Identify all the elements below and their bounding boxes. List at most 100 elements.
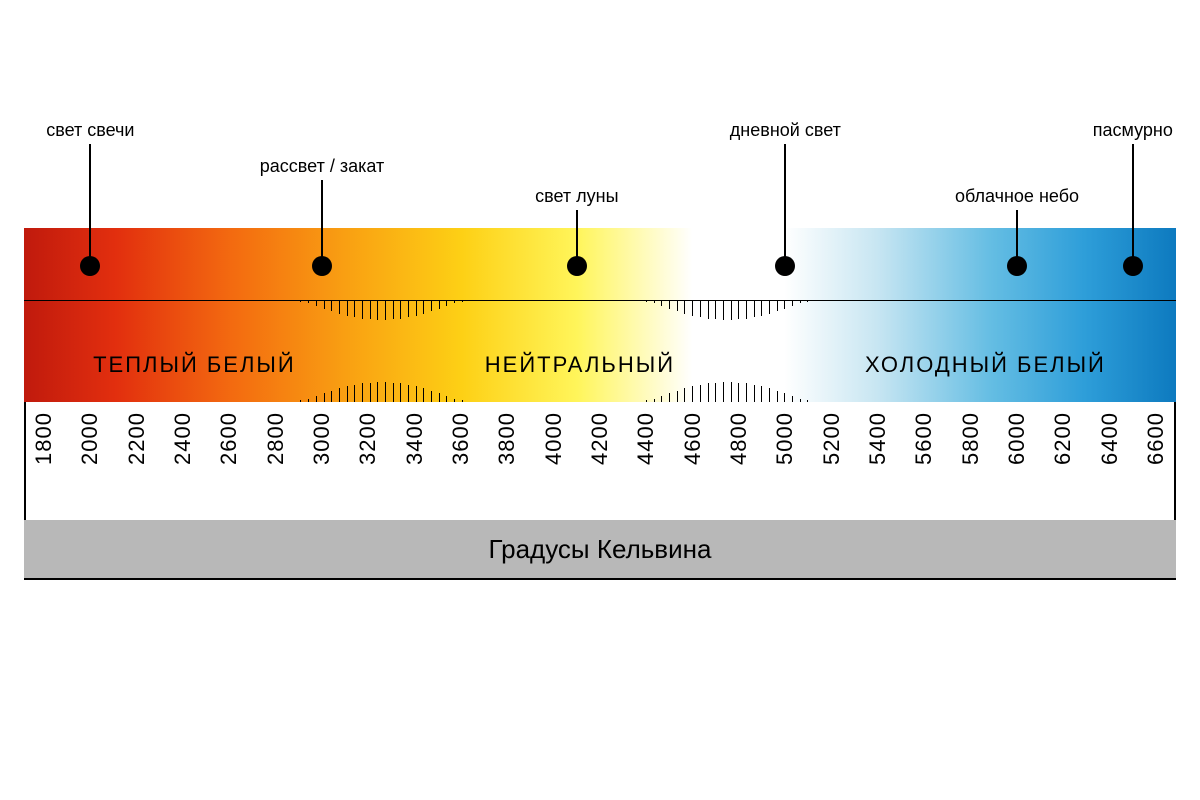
kelvin-tick-label: 3000: [309, 412, 335, 465]
fringe-tick: [746, 383, 747, 402]
fringe-tick: [777, 391, 778, 402]
fringe-tick: [723, 300, 724, 320]
annotation-dot: [312, 256, 332, 276]
kelvin-tick-label: 2600: [216, 412, 242, 465]
region-label: ТЕПЛЫЙ БЕЛЫЙ: [93, 352, 296, 378]
annotation-dot: [1123, 256, 1143, 276]
fringe-tick: [669, 393, 670, 402]
annotation-label: дневной свет: [730, 120, 841, 141]
annotation-dot: [567, 256, 587, 276]
fringe-tick: [708, 300, 709, 319]
kelvin-tick-label: 6000: [1004, 412, 1030, 465]
fringe-tick: [300, 400, 301, 402]
fringe-tick: [684, 388, 685, 402]
fringe-tick: [761, 300, 762, 316]
fringe-tick: [362, 300, 363, 319]
fringe-tick: [731, 382, 732, 402]
fringe-tick: [431, 391, 432, 402]
fringe-tick: [754, 300, 755, 317]
fringe-tick: [446, 396, 447, 402]
fringe-tick: [761, 386, 762, 402]
fringe-tick: [746, 300, 747, 319]
fringe-tick: [700, 385, 701, 402]
fringe-tick: [800, 300, 801, 303]
fringe-tick: [324, 300, 325, 309]
fringe-tick: [439, 300, 440, 309]
fringe-tick: [462, 400, 463, 402]
kelvin-tick-label: 5400: [865, 412, 891, 465]
fringe-tick: [393, 300, 394, 319]
fringe-tick: [777, 300, 778, 311]
fringe-tick: [446, 300, 447, 306]
annotation-leader-line: [1132, 144, 1134, 266]
fringe-tick: [454, 399, 455, 402]
fringe-tick: [347, 386, 348, 402]
fringe-tick: [677, 300, 678, 311]
fringe-tick: [400, 300, 401, 319]
kelvin-tick-label: 2000: [77, 412, 103, 465]
axis-title-text: Градусы Кельвина: [489, 534, 712, 565]
fringe-tick: [738, 383, 739, 402]
fringe-tick: [731, 300, 732, 320]
kelvin-tick-label: 4200: [587, 412, 613, 465]
fringe-tick: [646, 400, 647, 402]
annotation-label: свет луны: [535, 186, 618, 207]
kelvin-tick-label: 2400: [170, 412, 196, 465]
kelvin-tick-label: 4400: [633, 412, 659, 465]
fringe-tick: [715, 300, 716, 319]
fringe-tick: [661, 300, 662, 306]
fringe-tick: [324, 393, 325, 402]
fringe-tick: [692, 386, 693, 402]
fringe-tick: [807, 400, 808, 402]
kelvin-tick-label: 4600: [680, 412, 706, 465]
fringe-tick: [354, 385, 355, 402]
fringe-tick: [723, 382, 724, 402]
fringe-tick: [316, 396, 317, 402]
annotation-leader-line: [89, 144, 91, 266]
kelvin-tick-label: 4000: [541, 412, 567, 465]
fringe-tick: [400, 383, 401, 402]
fringe-tick: [800, 399, 801, 402]
fringe-tick: [792, 300, 793, 306]
fringe-tick: [408, 385, 409, 402]
kelvin-tick-label: 5800: [958, 412, 984, 465]
fringe-tick: [300, 300, 301, 302]
fringe-tick: [677, 391, 678, 402]
fringe-tick: [308, 399, 309, 402]
kelvin-tick-label: 1800: [31, 412, 57, 465]
kelvin-tick-label: 2200: [124, 412, 150, 465]
fringe-tick: [784, 300, 785, 309]
fringe-tick: [738, 300, 739, 319]
annotation-leader-line: [784, 144, 786, 266]
fringe-tick: [308, 300, 309, 303]
kelvin-chart-canvas: ТЕПЛЫЙ БЕЛЫЙ НЕЙТРАЛЬНЫЙ ХОЛОДНЫЙ БЕЛЫЙ 18…: [0, 0, 1200, 800]
kelvin-tick-label: 4800: [726, 412, 752, 465]
fringe-tick: [769, 300, 770, 314]
gradient-mid-line: [24, 300, 1176, 301]
fringe-tick: [692, 300, 693, 316]
annotation-label: облачное небо: [955, 186, 1079, 207]
fringe-tick: [439, 393, 440, 402]
kelvin-tick-label: 3600: [448, 412, 474, 465]
fringe-tick: [646, 300, 647, 302]
kelvin-tick-label: 3400: [402, 412, 428, 465]
region-label: ХОЛОДНЫЙ БЕЛЫЙ: [865, 352, 1106, 378]
fringe-tick: [431, 300, 432, 311]
fringe-tick: [377, 300, 378, 320]
fringe-tick: [462, 300, 463, 302]
kelvin-tick-label: 3200: [355, 412, 381, 465]
fringe-tick: [362, 383, 363, 402]
region-label: НЕЙТРАЛЬНЫЙ: [485, 352, 675, 378]
axis-title: Градусы Кельвина: [24, 520, 1176, 578]
fringe-tick: [416, 386, 417, 402]
fringe-tick: [377, 382, 378, 402]
annotation-label: пасмурно: [1093, 120, 1173, 141]
fringe-tick: [708, 383, 709, 402]
kelvin-tick-label: 2800: [263, 412, 289, 465]
fringe-tick: [347, 300, 348, 316]
fringe-tick: [416, 300, 417, 316]
fringe-tick: [684, 300, 685, 314]
fringe-tick: [393, 383, 394, 402]
annotation-dot: [1007, 256, 1027, 276]
fringe-tick: [454, 300, 455, 303]
